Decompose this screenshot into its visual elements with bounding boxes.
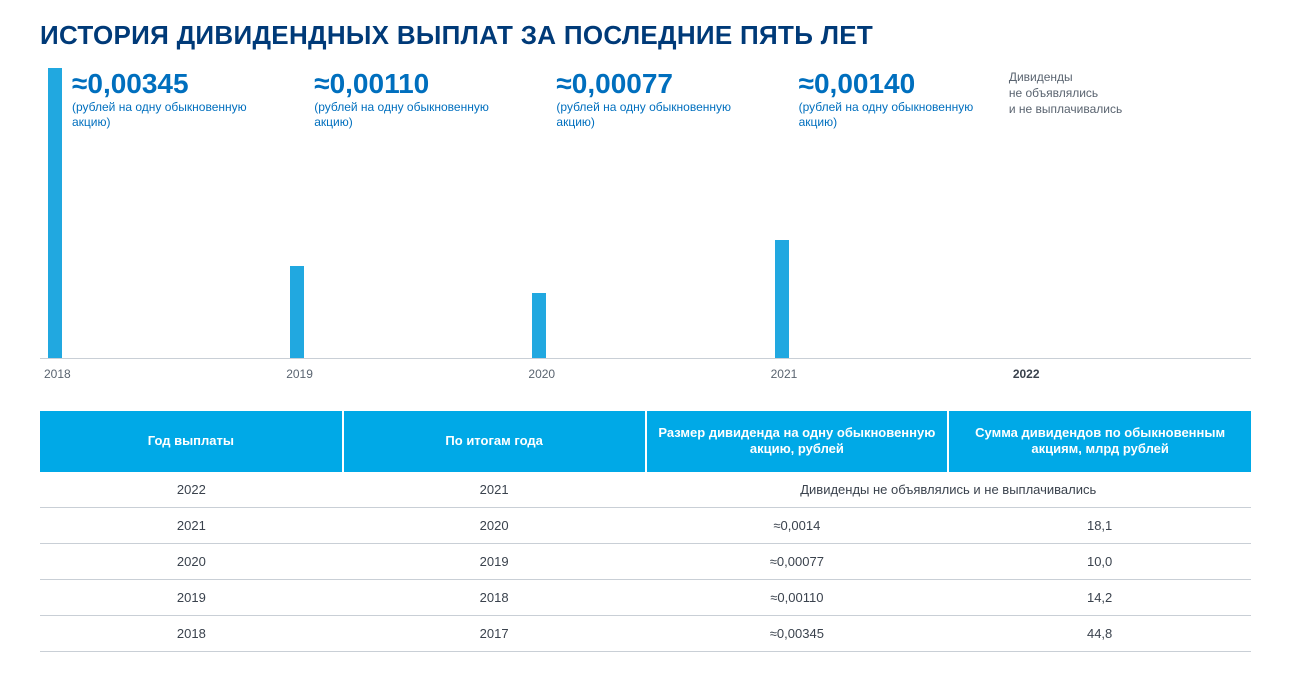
table-cell: ≈0,00345 xyxy=(646,615,949,651)
table-cell: 2017 xyxy=(343,615,646,651)
chart-bar xyxy=(775,240,789,358)
table-row: 20192018≈0,0011014,2 xyxy=(40,579,1251,615)
table-header-cell: Сумма дивидендов по обыкновенным акциям,… xyxy=(948,411,1251,472)
chart-value-subtext: (рублей на одну обыкновенную акцию) xyxy=(556,100,762,130)
chart-value-label: ≈0,00110 xyxy=(314,69,520,98)
chart-x-label: 2022 xyxy=(1009,367,1251,381)
dividend-table: Год выплатыПо итогам годаРазмер дивиденд… xyxy=(40,411,1251,652)
table-row: 20182017≈0,0034544,8 xyxy=(40,615,1251,651)
table-cell: 2020 xyxy=(343,507,646,543)
chart-value-subtext: (рублей на одну обыкновенную акцию) xyxy=(799,100,1005,130)
chart-x-label: 2018 xyxy=(40,367,282,381)
table-row: 20202019≈0,0007710,0 xyxy=(40,543,1251,579)
chart-column-2022: Дивидендыне объявлялисьи не выплачивалис… xyxy=(1009,69,1251,358)
table-row: 20212020≈0,001418,1 xyxy=(40,507,1251,543)
chart-column-2018: ≈0,00345(рублей на одну обыкновенную акц… xyxy=(40,69,282,358)
table-cell: 2021 xyxy=(343,472,646,508)
chart-x-axis: 20182019202020212022 xyxy=(40,367,1251,381)
chart-value-label: ≈0,00140 xyxy=(799,69,1005,98)
chart-no-dividend-text: Дивидендыне объявлялисьи не выплачивалис… xyxy=(1009,69,1247,118)
table-cell-merged: Дивиденды не объявлялись и не выплачивал… xyxy=(646,472,1252,508)
table-cell: ≈0,0014 xyxy=(646,507,949,543)
chart-value-label: ≈0,00345 xyxy=(72,69,278,98)
chart-value-subtext: (рублей на одну обыкновенную акцию) xyxy=(72,100,278,130)
chart-value-subtext: (рублей на одну обыкновенную акцию) xyxy=(314,100,520,130)
chart-x-label: 2020 xyxy=(524,367,766,381)
table-cell: 2019 xyxy=(343,543,646,579)
table-cell: 44,8 xyxy=(948,615,1251,651)
table-cell: 2021 xyxy=(40,507,343,543)
table-cell: 2020 xyxy=(40,543,343,579)
table-cell: ≈0,00110 xyxy=(646,579,949,615)
chart-x-label: 2019 xyxy=(282,367,524,381)
chart-bar xyxy=(532,293,546,358)
chart-value-label: ≈0,00077 xyxy=(556,69,762,98)
dividend-bar-chart: ≈0,00345(рублей на одну обыкновенную акц… xyxy=(40,69,1251,359)
chart-column-2021: ≈0,00140(рублей на одну обыкновенную акц… xyxy=(767,69,1009,358)
table-cell: 2022 xyxy=(40,472,343,508)
table-cell: 2018 xyxy=(40,615,343,651)
table-header-cell: Год выплаты xyxy=(40,411,343,472)
page-title: ИСТОРИЯ ДИВИДЕНДНЫХ ВЫПЛАТ ЗА ПОСЛЕДНИЕ … xyxy=(40,20,1251,51)
chart-x-label: 2021 xyxy=(767,367,1009,381)
table-cell: 2019 xyxy=(40,579,343,615)
chart-column-2020: ≈0,00077(рублей на одну обыкновенную акц… xyxy=(524,69,766,358)
table-header-cell: Размер дивиденда на одну обыкновенную ак… xyxy=(646,411,949,472)
chart-bar xyxy=(48,68,62,358)
table-cell: 2018 xyxy=(343,579,646,615)
table-cell: 10,0 xyxy=(948,543,1251,579)
table-row: 20222021Дивиденды не объявлялись и не вы… xyxy=(40,472,1251,508)
chart-column-2019: ≈0,00110(рублей на одну обыкновенную акц… xyxy=(282,69,524,358)
table-cell: ≈0,00077 xyxy=(646,543,949,579)
table-header-cell: По итогам года xyxy=(343,411,646,472)
table-cell: 18,1 xyxy=(948,507,1251,543)
table-header-row: Год выплатыПо итогам годаРазмер дивиденд… xyxy=(40,411,1251,472)
chart-bar xyxy=(290,266,304,358)
table-cell: 14,2 xyxy=(948,579,1251,615)
